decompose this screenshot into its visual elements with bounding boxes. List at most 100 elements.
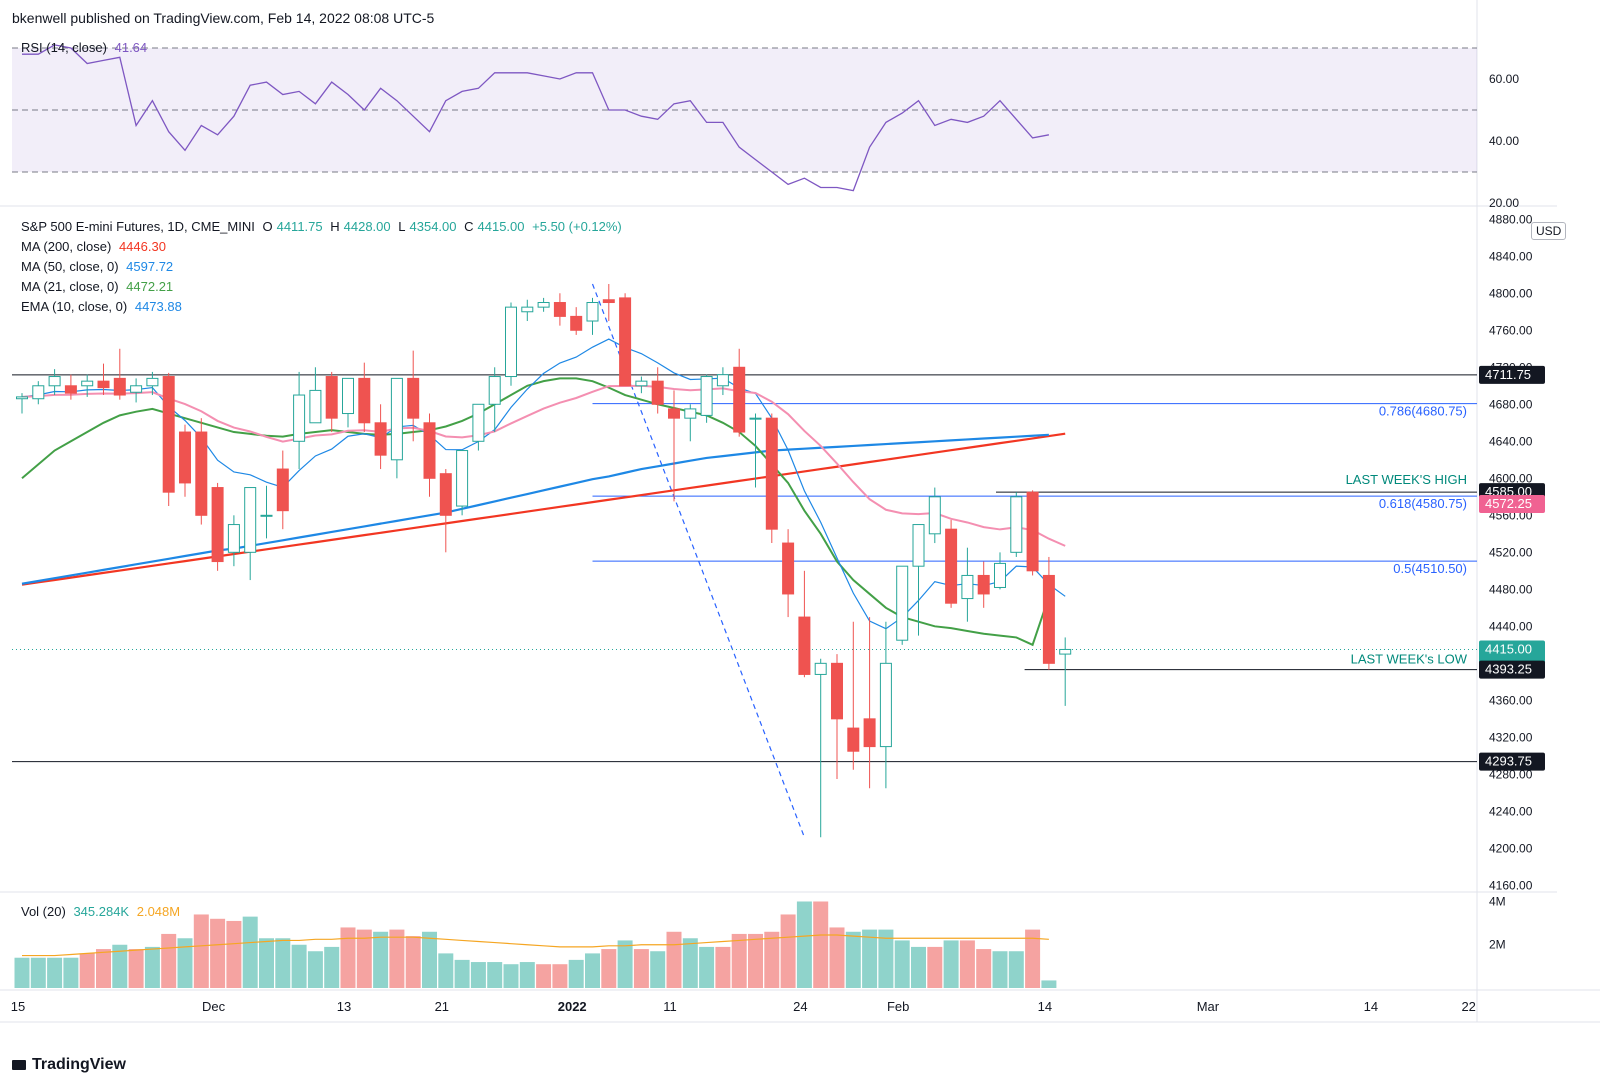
price-tag-4711 bbox=[1479, 365, 1545, 384]
candle-body bbox=[97, 380, 110, 389]
candle-body bbox=[260, 514, 273, 517]
volume-bar bbox=[324, 946, 340, 988]
ohlc-low: 4354.00 bbox=[409, 219, 457, 234]
last-week-high-label: LAST WEEK'S HIGH bbox=[1346, 472, 1467, 487]
price-tick-label: 4760.00 bbox=[1489, 323, 1533, 337]
ma-pink-line bbox=[21, 384, 1066, 547]
volume-bar bbox=[1041, 980, 1057, 988]
candle-body bbox=[407, 377, 420, 419]
candle-body bbox=[994, 562, 1006, 588]
candle bbox=[423, 413, 436, 497]
time-tick-label: 11 bbox=[663, 999, 677, 1014]
rsi-tick-label: 40.00 bbox=[1489, 134, 1519, 148]
candle bbox=[32, 381, 45, 405]
ma50-legend: MA (50, close, 0) 4597.72 bbox=[21, 259, 177, 274]
volume-bar bbox=[275, 938, 291, 988]
volume-bar bbox=[14, 957, 30, 988]
candle bbox=[456, 450, 469, 516]
volume-bar bbox=[715, 946, 731, 988]
candle-body bbox=[1026, 491, 1039, 572]
time-tick-label: 15 bbox=[11, 999, 25, 1014]
candle bbox=[488, 367, 501, 433]
candle bbox=[1042, 556, 1055, 670]
candle bbox=[863, 617, 876, 789]
volume-bar bbox=[552, 964, 568, 988]
ohlc-o-label: O bbox=[262, 219, 273, 234]
time-tick-label: Dec bbox=[202, 999, 226, 1014]
candle-body bbox=[619, 297, 632, 387]
volume-bar bbox=[927, 946, 943, 988]
candle-body bbox=[928, 496, 941, 535]
volume-bar bbox=[210, 918, 226, 988]
candle bbox=[521, 299, 534, 322]
candle-body bbox=[162, 376, 175, 493]
volume-bar bbox=[878, 929, 894, 988]
candle-body bbox=[374, 422, 387, 456]
candle bbox=[733, 348, 746, 437]
candle bbox=[390, 377, 403, 479]
volume-ma-value: 2.048M bbox=[136, 904, 181, 919]
volume-tick-label: 2M bbox=[1489, 938, 1506, 952]
candle bbox=[162, 372, 175, 507]
candle bbox=[945, 519, 958, 608]
price-tick-label: 4160.00 bbox=[1489, 878, 1533, 892]
candle-body bbox=[342, 377, 354, 415]
price-tag-lw-low bbox=[1479, 660, 1545, 679]
volume-bar bbox=[992, 951, 1008, 988]
volume-bar bbox=[764, 931, 780, 988]
candle-body bbox=[668, 408, 680, 419]
candle bbox=[553, 293, 566, 326]
volume-bar bbox=[666, 931, 682, 988]
price-tag-lw-low-text: 4393.25 bbox=[1485, 662, 1532, 677]
candle bbox=[570, 307, 583, 335]
volume-bar bbox=[617, 940, 633, 988]
price-tick-label: 4440.00 bbox=[1489, 619, 1533, 633]
candle bbox=[814, 658, 827, 838]
price-axis: 4160.00 4200.00 4240.00 4280.00 4320.00 4360.… bbox=[1479, 212, 1545, 892]
candle bbox=[879, 621, 892, 789]
volume-bar bbox=[519, 962, 535, 988]
candle-body bbox=[847, 727, 860, 752]
volume-bar bbox=[291, 944, 307, 988]
volume-bar bbox=[454, 959, 470, 988]
candle bbox=[342, 377, 354, 428]
rsi-legend-label: RSI (14, close) bbox=[21, 40, 107, 55]
candle bbox=[293, 371, 306, 470]
candle-body bbox=[211, 487, 224, 563]
candle bbox=[602, 284, 615, 322]
candle bbox=[716, 367, 729, 396]
candle bbox=[1026, 490, 1039, 576]
volume-bar bbox=[193, 914, 209, 988]
candle-body bbox=[749, 417, 762, 420]
price-tag-last-text: 4415.00 bbox=[1485, 641, 1532, 656]
candle-body bbox=[716, 374, 729, 387]
time-tick-label: 24 bbox=[793, 999, 807, 1014]
candle bbox=[765, 413, 778, 544]
candle-body bbox=[945, 528, 958, 604]
price-tick-label: 4840.00 bbox=[1489, 249, 1533, 263]
currency-badge[interactable]: USD bbox=[1531, 222, 1567, 240]
candle bbox=[896, 565, 909, 645]
candle bbox=[537, 297, 550, 312]
ema10-legend: EMA (10, close, 0) 4473.88 bbox=[21, 299, 186, 314]
volume-label: Vol (20) bbox=[21, 904, 66, 919]
fib618-label: 0.618(4580.75) bbox=[1379, 496, 1467, 511]
candle-body bbox=[113, 377, 126, 396]
volume-bar bbox=[128, 949, 144, 988]
volume-bar bbox=[829, 927, 845, 988]
volume-bar bbox=[894, 940, 910, 988]
ma200-label: MA (200, close) bbox=[21, 239, 112, 254]
candle-body bbox=[81, 380, 94, 387]
candle-body bbox=[521, 306, 534, 313]
volume-bar bbox=[470, 962, 486, 988]
volume-legend: Vol (20) 345.284K 2.048M bbox=[21, 904, 184, 919]
candle bbox=[439, 469, 452, 553]
candle bbox=[994, 552, 1006, 590]
ema10-label: EMA (10, close, 0) bbox=[21, 299, 128, 314]
time-tick-label: 14 bbox=[1364, 999, 1378, 1014]
volume-bar bbox=[650, 951, 666, 988]
candle bbox=[619, 293, 632, 387]
volume-bar bbox=[503, 964, 519, 988]
candle bbox=[1059, 637, 1072, 706]
volume-bar bbox=[356, 929, 372, 988]
